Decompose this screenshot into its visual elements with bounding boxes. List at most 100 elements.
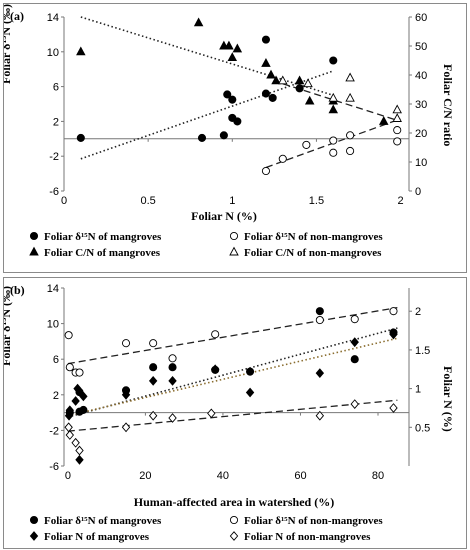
- data-point: [345, 72, 355, 82]
- series-foliar-c-n-of-mangroves: [76, 17, 389, 125]
- x-axis-label-b: Human-affected area in watershed (%): [134, 495, 334, 509]
- data-point: [227, 52, 238, 62]
- data-point: [261, 166, 271, 176]
- data-point: [329, 148, 338, 157]
- data-point: [278, 154, 287, 163]
- data-point: [245, 387, 255, 398]
- x-tick-label: 1.5: [309, 195, 324, 207]
- x-tick-label: 20: [139, 470, 151, 482]
- data-point: [350, 399, 359, 409]
- y-tick-label-left: 14: [47, 283, 59, 295]
- legend-a: Foliar δ¹⁵N of mangroves Foliar δ¹⁵N of n…: [29, 231, 383, 259]
- panel-label-b: (b): [10, 283, 25, 297]
- data-point: [197, 133, 207, 142]
- data-point: [219, 131, 228, 140]
- legend-item-foliar-n-of-non-mangroves: Foliar N of non-mangroves: [229, 531, 371, 543]
- trendline-foliar-n-of-non-mangroves: [67, 399, 398, 432]
- legend-item-foliar-n-of-non-mangroves: Foliar δ¹⁵N of non-mangroves: [229, 515, 383, 527]
- y-tick-label-left: -6: [49, 461, 59, 473]
- x-tick-label: 0.5: [140, 195, 155, 207]
- data-point: [193, 17, 204, 27]
- data-point: [76, 133, 85, 142]
- trendlines: [67, 306, 398, 432]
- y-tick-label-right: 30: [415, 99, 427, 111]
- y-tick-label-right: 2: [415, 306, 421, 318]
- data-point: [393, 126, 402, 135]
- x-tick-label: 2: [398, 195, 404, 207]
- data-point: [207, 408, 216, 419]
- data-point: [389, 403, 398, 413]
- data-point: [121, 339, 131, 348]
- legend-item-foliar-n-of-mangroves: Foliar δ¹⁵N of mangroves: [29, 231, 162, 243]
- data-point: [328, 92, 339, 102]
- series-foliar-n-of-mangroves: [64, 329, 398, 465]
- legend-label: Foliar N of non-mangroves: [244, 531, 371, 543]
- data-point: [328, 104, 339, 114]
- data-point: [389, 307, 398, 316]
- legend-label: Foliar C/N of mangroves: [44, 247, 161, 259]
- trendline-foliar-n-of-mangroves: [67, 327, 398, 418]
- legend-marker: [229, 531, 239, 541]
- x-tick-label: 40: [217, 470, 229, 482]
- data-point: [79, 405, 88, 414]
- data-point: [261, 89, 271, 98]
- data-point: [303, 78, 313, 88]
- data-point: [75, 368, 84, 377]
- legend-label: Foliar C/N of non-mangroves: [244, 247, 382, 259]
- data-point: [149, 339, 158, 348]
- x-axis-label-a: Foliar N (%): [191, 209, 257, 223]
- y-tick-label-right: 20: [415, 128, 427, 140]
- legend-label: Foliar δ¹⁵N of non-mangroves: [244, 515, 383, 527]
- data-point: [295, 84, 304, 93]
- data-point: [65, 405, 75, 416]
- data-point: [149, 363, 158, 372]
- legend-label: Foliar δ¹⁵N of mangroves: [44, 515, 162, 527]
- data-point: [302, 140, 311, 149]
- y-tick-label-left: -6: [49, 186, 59, 198]
- data-point: [261, 35, 271, 44]
- trendline-foliar-n-of-mangroves: [80, 70, 334, 160]
- x-tick-label: 0: [65, 470, 71, 482]
- data-point: [392, 113, 402, 122]
- y-tick-label-left: 2: [53, 390, 59, 402]
- data-point: [168, 413, 177, 423]
- data-point: [79, 391, 88, 402]
- data-point: [223, 90, 232, 99]
- data-point: [393, 137, 402, 146]
- data-point: [75, 454, 84, 465]
- axes: -6 -2 2 6 10 14 0 10 20 30 40 50 60 0 0.5 1 1.5 2: [47, 12, 428, 207]
- panel-a: (a) Foliar δ15N (‰) Foliar C/N ratio Fol…: [3, 3, 467, 273]
- y-tick-label-right: 1.5: [415, 345, 430, 357]
- y-tick-label-right: 0: [415, 186, 421, 198]
- chart-b: (b) Foliar δ15N (‰) Foliar N (%) Human-a…: [4, 283, 455, 543]
- y-tick-label-left: -2: [49, 425, 59, 437]
- x-tick-label: 1: [229, 195, 235, 207]
- y-tick-label-left: 10: [47, 47, 59, 59]
- data-point: [346, 146, 355, 156]
- y-tick-label-left: 6: [53, 354, 59, 366]
- data-point: [211, 330, 220, 339]
- series-foliar-n-of-mangroves: [65, 307, 398, 417]
- panel-b: (b) Foliar δ15N (‰) Foliar N (%) Human-a…: [3, 277, 467, 549]
- legend-item-foliar-c-n-of-mangroves: Foliar C/N of mangroves: [29, 246, 161, 259]
- y-axis-label-right-a: Foliar C/N ratio: [441, 64, 455, 146]
- legend-label: Foliar δ¹⁵N of mangroves: [44, 231, 162, 243]
- series-foliar-n-of-non-mangroves: [261, 126, 402, 176]
- legend-marker: [229, 515, 239, 525]
- data-point: [392, 104, 402, 114]
- chart-a: (a) Foliar δ15N (‰) Foliar C/N ratio Fol…: [4, 4, 455, 259]
- data-point: [315, 368, 325, 379]
- y-tick-label-left: -2: [49, 151, 59, 163]
- data-point: [268, 93, 277, 102]
- data-point: [65, 430, 75, 440]
- data-point: [121, 389, 131, 400]
- data-point: [266, 69, 276, 79]
- data-point: [224, 40, 234, 50]
- data-point: [64, 422, 73, 433]
- data-point: [168, 363, 177, 372]
- data-point: [73, 383, 82, 394]
- data-point: [350, 337, 359, 348]
- legend-marker: [229, 246, 239, 256]
- data-point: [261, 58, 271, 67]
- data-point: [233, 117, 242, 126]
